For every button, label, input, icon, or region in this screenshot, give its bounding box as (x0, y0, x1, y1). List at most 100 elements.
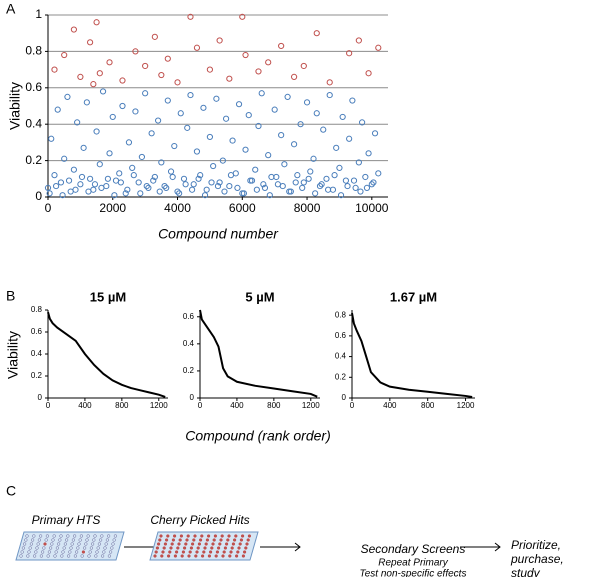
step-label: Prioritize, (511, 538, 561, 552)
point (255, 122, 262, 130)
point (93, 128, 100, 135)
point (216, 179, 223, 186)
point (171, 142, 178, 150)
well (173, 554, 178, 558)
point (355, 159, 362, 166)
well (223, 546, 228, 550)
well (184, 542, 188, 546)
well (111, 542, 115, 546)
point (77, 73, 84, 80)
point (260, 181, 267, 188)
well (200, 534, 204, 538)
point (210, 162, 217, 170)
y-tick-label: 0.8 (25, 44, 42, 58)
point (247, 177, 254, 184)
well (42, 546, 46, 550)
well (27, 550, 31, 554)
point (143, 182, 150, 190)
line (199, 309, 318, 398)
point (130, 172, 137, 179)
point (370, 179, 377, 186)
well (35, 546, 39, 550)
point (111, 192, 118, 199)
point (375, 170, 382, 177)
well (47, 550, 52, 554)
point (358, 119, 366, 126)
point (333, 144, 340, 151)
well (78, 538, 82, 542)
well (215, 550, 220, 554)
panel-label: C (6, 483, 16, 499)
y-tick-label: 0.4 (31, 349, 43, 358)
well (230, 546, 234, 550)
well (81, 550, 86, 554)
point (206, 66, 214, 73)
well (210, 546, 214, 550)
well (56, 542, 61, 546)
step-label: study (511, 566, 541, 577)
well (246, 538, 250, 542)
point (213, 95, 220, 102)
point (124, 186, 131, 193)
well (198, 538, 203, 542)
point (161, 182, 168, 190)
point (284, 93, 291, 101)
well (168, 550, 172, 554)
point (142, 90, 149, 97)
well (211, 542, 215, 546)
point (313, 30, 320, 37)
well (171, 538, 176, 542)
well (219, 538, 223, 542)
point (164, 97, 171, 104)
point (86, 39, 94, 46)
point (318, 181, 325, 188)
point (193, 44, 201, 51)
chart-title: 5 µM (245, 289, 274, 304)
y-tick-label: 0.6 (31, 327, 43, 336)
y-tick-label: 0.6 (335, 331, 347, 340)
point (72, 186, 79, 193)
point (64, 93, 71, 101)
point (310, 155, 317, 162)
well (84, 542, 88, 546)
well (88, 550, 92, 554)
well (194, 554, 198, 558)
well (59, 534, 63, 538)
well (166, 554, 171, 558)
point (197, 172, 204, 179)
y-tick-label: 0 (342, 393, 347, 402)
point (187, 13, 194, 20)
point (96, 161, 103, 168)
well (195, 550, 199, 554)
x-tick-label: 6000 (229, 201, 256, 215)
point (54, 106, 61, 113)
point (164, 55, 171, 62)
point (350, 177, 358, 184)
point (349, 97, 356, 104)
well (20, 550, 24, 554)
y-tick-label: 0.2 (25, 153, 42, 167)
point (344, 182, 351, 190)
well (193, 534, 197, 538)
point (271, 106, 278, 113)
well (61, 550, 65, 554)
well (79, 534, 84, 538)
well (64, 538, 69, 542)
point (219, 157, 226, 164)
y-tick-label: 0.2 (335, 372, 347, 381)
point (195, 175, 202, 182)
point (70, 26, 78, 33)
step-label: Cherry Picked Hits (150, 513, 249, 527)
well (214, 554, 218, 558)
well (104, 542, 108, 546)
point (326, 91, 333, 99)
point (312, 190, 319, 197)
y-tick-label: 0.6 (25, 80, 42, 94)
well (26, 554, 30, 558)
well (240, 534, 245, 538)
x-tick-label: 400 (78, 401, 92, 410)
panel-label: A (6, 1, 16, 17)
well (106, 534, 111, 538)
well (90, 542, 95, 546)
y-axis-label: Viability (5, 331, 21, 379)
